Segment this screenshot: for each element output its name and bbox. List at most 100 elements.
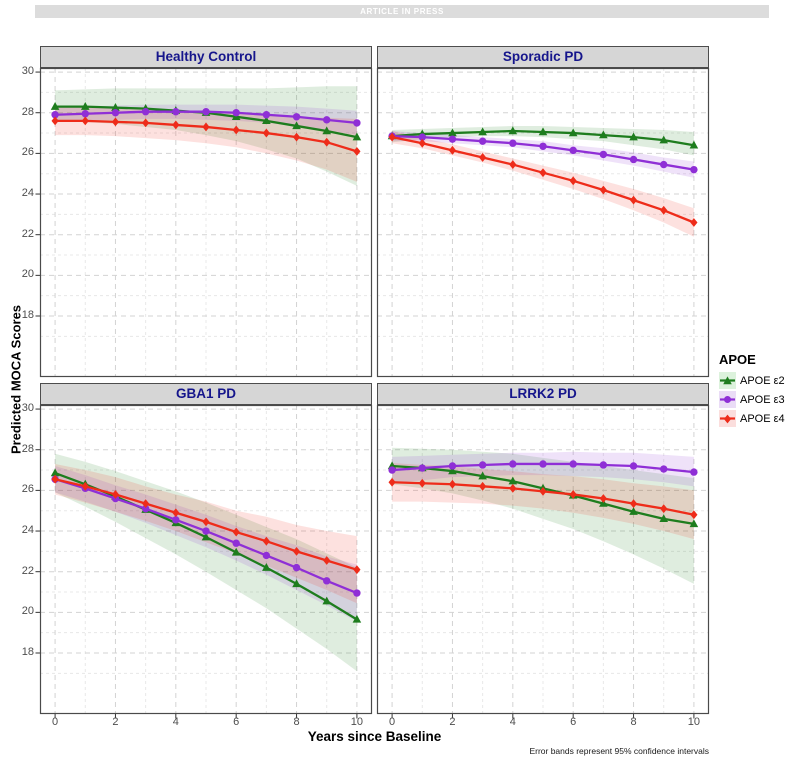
y-tick-label: 22 — [21, 227, 34, 240]
marker-e2 — [599, 130, 608, 139]
confidence-band-e4 — [55, 106, 357, 182]
plot-area-gba1-pd — [35, 404, 373, 719]
marker-e3 — [509, 139, 517, 147]
marker-e2 — [689, 140, 699, 149]
y-tick-label: 26 — [21, 146, 34, 159]
marker-e3 — [448, 462, 457, 470]
y-tick-label: 28 — [21, 442, 34, 455]
marker-e3 — [569, 146, 577, 155]
x-tick-label: 10 — [687, 716, 701, 728]
marker-e2 — [262, 116, 271, 125]
y-tick-label: 24 — [21, 187, 34, 200]
marker-e3 — [172, 516, 180, 524]
legend-key-circle-icon — [719, 391, 736, 408]
marker-e2 — [448, 128, 457, 137]
y-tick-label: 22 — [21, 564, 34, 577]
marker-e2 — [201, 532, 211, 541]
legend-title: APOE — [719, 352, 756, 367]
marker-e3 — [262, 111, 271, 119]
marker-e4 — [232, 527, 240, 537]
marker-e2 — [231, 547, 241, 556]
marker-e2 — [629, 507, 638, 515]
x-tick-label: 6 — [570, 716, 577, 728]
marker-e2 — [538, 127, 548, 136]
marker-e4 — [660, 205, 668, 215]
marker-e4 — [232, 125, 240, 135]
marker-e4 — [81, 481, 89, 491]
confidence-band-e3 — [392, 451, 694, 487]
marker-e4 — [262, 536, 270, 546]
x-tick-label: 4 — [509, 716, 516, 728]
confidence-band-e4 — [392, 131, 694, 237]
marker-e4 — [509, 483, 517, 493]
marker-e4 — [388, 132, 396, 142]
panel-border — [39, 67, 373, 378]
marker-e2 — [689, 519, 699, 528]
marker-e4 — [690, 218, 698, 227]
marker-e3 — [323, 116, 331, 124]
marker-e3 — [141, 108, 150, 116]
marker-e3 — [388, 466, 396, 474]
marker-e3 — [51, 111, 59, 119]
marker-e2 — [448, 466, 457, 475]
marker-e2 — [50, 468, 60, 477]
legend-entry-e2: APOE ε2 — [719, 372, 803, 389]
y-tick-label: 20 — [21, 605, 34, 618]
panel-border — [376, 404, 710, 715]
marker-e4 — [599, 185, 607, 195]
x-tick-label: 8 — [293, 716, 300, 728]
legend: APOE APOE ε2 APOE ε3 APOE ε4 — [719, 352, 803, 429]
y-tick-label: 18 — [21, 309, 34, 321]
marker-e3 — [232, 109, 240, 117]
legend-entry-e3: APOE ε3 — [719, 391, 803, 408]
y-tick-label: 30 — [21, 402, 34, 415]
marker-e2 — [322, 596, 332, 605]
article-in-press-banner: ARTICLE IN PRESS — [35, 5, 769, 18]
confidence-band-e2 — [55, 453, 357, 672]
marker-e4 — [599, 494, 607, 503]
y-tick-label: 30 — [21, 65, 34, 78]
y-axis-title: Predicted MOCA Scores — [8, 304, 24, 455]
x-tick-label: 2 — [112, 716, 119, 728]
marker-e4 — [292, 132, 301, 142]
marker-e3 — [599, 461, 608, 469]
x-tick-label: 4 — [172, 716, 179, 728]
y-tick-label: 28 — [21, 105, 34, 118]
x-tick-label: 2 — [449, 716, 456, 728]
marker-e4 — [81, 116, 89, 126]
confidence-band-e4 — [392, 462, 694, 540]
plot-area-lrrk2-pd — [376, 404, 710, 719]
marker-e2 — [262, 563, 271, 571]
marker-e4 — [323, 137, 331, 147]
marker-e2 — [659, 135, 669, 144]
marker-e3 — [292, 563, 301, 572]
y-tick-label: 26 — [21, 483, 34, 496]
marker-e4 — [629, 195, 638, 205]
x-tick-label: 6 — [233, 716, 240, 728]
marker-e4 — [111, 117, 120, 127]
confidence-band-e3 — [392, 131, 694, 178]
marker-e4 — [539, 168, 547, 178]
marker-e4 — [202, 122, 210, 132]
marker-e3 — [202, 108, 210, 116]
plot-area-healthy-control — [35, 67, 373, 378]
marker-e2 — [322, 126, 332, 135]
marker-e3 — [262, 551, 271, 560]
y-tick-label: 18 — [21, 646, 34, 658]
legend-label: APOE ε2 — [740, 374, 785, 387]
panel-lrrk2-pd: LRRK2 PD — [376, 383, 710, 719]
marker-e3 — [232, 539, 240, 547]
marker-e4 — [509, 160, 517, 169]
x-tick-label: 0 — [52, 716, 59, 728]
marker-e4 — [660, 504, 668, 514]
panel-sporadic-pd: Sporadic PD — [376, 46, 710, 378]
marker-e4 — [569, 490, 577, 499]
legend-key-diamond-icon — [719, 410, 736, 427]
marker-e2 — [659, 514, 669, 523]
marker-e2 — [508, 126, 518, 135]
panel-gba1-pd: GBA1 PD — [35, 383, 373, 719]
marker-e3 — [478, 137, 487, 145]
marker-e4 — [172, 120, 180, 130]
marker-e4 — [292, 546, 301, 556]
marker-e4 — [51, 474, 59, 484]
